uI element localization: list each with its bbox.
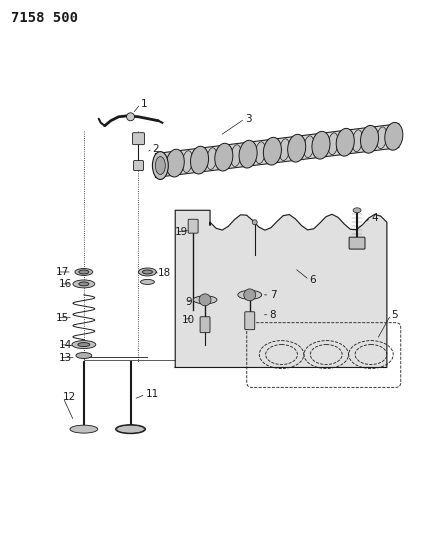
Ellipse shape	[351, 130, 362, 152]
Ellipse shape	[140, 279, 154, 285]
Ellipse shape	[138, 268, 156, 276]
Ellipse shape	[73, 280, 95, 288]
Ellipse shape	[78, 343, 89, 346]
Circle shape	[126, 113, 134, 121]
Text: 16: 16	[59, 279, 72, 289]
Polygon shape	[175, 211, 386, 367]
Ellipse shape	[206, 148, 216, 169]
Ellipse shape	[230, 145, 241, 166]
FancyBboxPatch shape	[348, 237, 364, 249]
Ellipse shape	[311, 131, 329, 159]
Circle shape	[243, 289, 255, 301]
Ellipse shape	[255, 142, 265, 164]
Text: 19: 19	[175, 227, 188, 237]
Ellipse shape	[72, 341, 95, 349]
Ellipse shape	[352, 208, 360, 213]
Ellipse shape	[252, 220, 256, 225]
Text: 7: 7	[269, 290, 276, 300]
Ellipse shape	[263, 138, 281, 165]
FancyBboxPatch shape	[244, 312, 254, 330]
FancyBboxPatch shape	[188, 219, 198, 233]
Ellipse shape	[182, 151, 192, 173]
Ellipse shape	[155, 157, 165, 174]
FancyBboxPatch shape	[133, 160, 143, 171]
Ellipse shape	[279, 139, 289, 160]
Text: 4: 4	[370, 213, 377, 223]
Ellipse shape	[303, 136, 313, 158]
Ellipse shape	[142, 270, 152, 274]
Ellipse shape	[116, 425, 144, 433]
Ellipse shape	[76, 352, 92, 359]
Text: 5: 5	[390, 310, 397, 320]
Ellipse shape	[335, 128, 354, 156]
Ellipse shape	[75, 269, 92, 276]
Text: 13: 13	[59, 352, 72, 362]
Ellipse shape	[70, 425, 98, 433]
Ellipse shape	[193, 296, 216, 304]
Ellipse shape	[327, 133, 337, 155]
Ellipse shape	[79, 282, 89, 286]
Ellipse shape	[190, 146, 208, 174]
FancyBboxPatch shape	[132, 133, 144, 144]
Text: 17: 17	[56, 267, 69, 277]
Polygon shape	[155, 124, 398, 177]
Text: 9: 9	[185, 297, 191, 307]
Text: 12: 12	[63, 392, 76, 402]
Ellipse shape	[376, 127, 386, 149]
Text: 1: 1	[140, 99, 147, 109]
Text: 11: 11	[145, 389, 158, 399]
Text: 7158 500: 7158 500	[12, 11, 78, 26]
FancyBboxPatch shape	[200, 317, 210, 333]
Ellipse shape	[287, 134, 305, 162]
Text: 2: 2	[152, 143, 158, 154]
Circle shape	[199, 294, 210, 306]
Text: 10: 10	[182, 314, 195, 325]
Ellipse shape	[214, 143, 232, 171]
Ellipse shape	[237, 290, 261, 300]
Text: 6: 6	[309, 275, 315, 285]
Ellipse shape	[152, 151, 168, 180]
Text: 14: 14	[59, 340, 72, 350]
Ellipse shape	[239, 140, 256, 168]
Text: 15: 15	[56, 313, 69, 323]
Ellipse shape	[79, 270, 89, 274]
Text: 8: 8	[269, 310, 276, 320]
Ellipse shape	[384, 123, 402, 150]
Text: 18: 18	[157, 268, 170, 278]
Text: 3: 3	[244, 114, 251, 124]
Ellipse shape	[360, 125, 378, 153]
Ellipse shape	[166, 149, 184, 177]
